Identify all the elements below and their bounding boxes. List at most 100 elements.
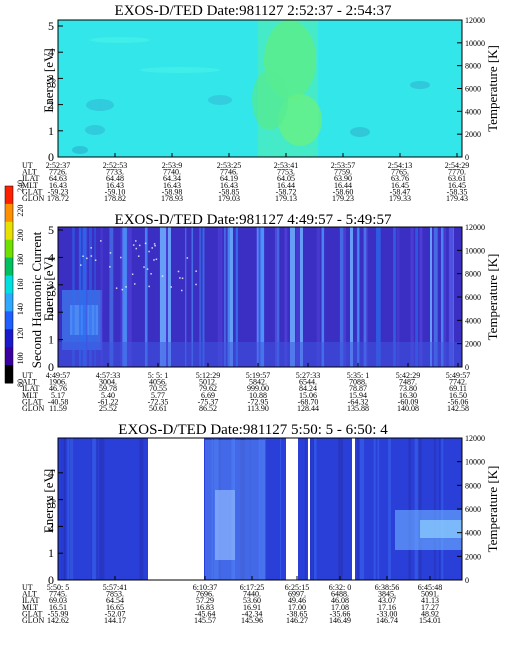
y-tick-label: 5 bbox=[48, 19, 54, 33]
spectrogram-dot bbox=[195, 283, 197, 286]
annotation-value: -59.10 bbox=[105, 187, 126, 196]
colorbar-segment bbox=[5, 186, 13, 205]
spectrogram-stripe bbox=[260, 227, 264, 367]
spectrogram-stripe bbox=[61, 438, 63, 580]
spectrogram-stripe bbox=[430, 227, 432, 367]
spectrogram-stripe bbox=[433, 227, 438, 367]
spectrogram-stripe bbox=[279, 438, 282, 580]
spectrogram-dot bbox=[100, 240, 102, 242]
spectrogram-stripe bbox=[376, 227, 381, 367]
annotation-value: 145.57 bbox=[194, 616, 216, 625]
spectrogram-stripe bbox=[448, 227, 454, 367]
colorbar-segment bbox=[5, 329, 13, 348]
spectrogram-stripe bbox=[82, 227, 87, 367]
annotation-value: -52.07 bbox=[105, 609, 126, 618]
spectrogram-dot bbox=[109, 266, 111, 268]
annotation-value: 7853. bbox=[106, 590, 124, 599]
colorbar-segment bbox=[5, 311, 13, 330]
y2-tick-label: 8000 bbox=[465, 270, 481, 279]
spectrogram-stripe bbox=[313, 438, 317, 580]
annotation-value: 146.27 bbox=[286, 616, 308, 625]
spectrogram-stripe bbox=[224, 227, 226, 367]
spectrogram-stripe bbox=[284, 227, 288, 367]
colorbar-segment bbox=[5, 293, 13, 312]
spectrogram-stripe bbox=[88, 227, 92, 367]
spectrogram-dot bbox=[115, 287, 118, 289]
spectrogram-stripe bbox=[295, 227, 301, 367]
spectrogram-dot bbox=[120, 256, 122, 259]
spectrogram-plot bbox=[58, 20, 462, 157]
y-tick-label: 5 bbox=[48, 223, 54, 237]
row-label: GLON bbox=[22, 404, 44, 413]
annotation-value: 2:52:37 bbox=[46, 161, 70, 170]
spectrogram-stripe bbox=[100, 227, 103, 367]
spectrogram-stripe bbox=[256, 227, 259, 367]
panel-title: EXOS-D/TED Date:981127 2:52:37 - 2:54:37 bbox=[115, 3, 392, 19]
annotation-value: 999.00 bbox=[247, 384, 269, 393]
spectrogram-dot bbox=[131, 273, 134, 276]
y2-tick-label: 6000 bbox=[465, 293, 481, 302]
spectrogram-dot bbox=[150, 273, 152, 275]
spectrogram-stripe bbox=[144, 227, 148, 367]
colorbar-tick-label: 80 bbox=[16, 379, 25, 387]
annotation-value: 64.19 bbox=[220, 174, 238, 183]
y2-tick-label: 0 bbox=[465, 576, 469, 585]
annotation-value: -61.22 bbox=[98, 397, 119, 406]
spectrogram-patch bbox=[252, 70, 288, 130]
y-tick-label: 3 bbox=[48, 278, 54, 292]
row-label: ILAT bbox=[22, 384, 39, 393]
spectrogram-stripe bbox=[364, 227, 369, 367]
row-label: GLAT bbox=[22, 187, 43, 196]
annotation-value: 69.11 bbox=[449, 384, 467, 393]
spectrogram-stripe bbox=[393, 227, 396, 367]
y2-tick-label: 8000 bbox=[465, 62, 481, 71]
annotation-value: 10.88 bbox=[249, 391, 267, 400]
annotation-value: -55.99 bbox=[48, 609, 69, 618]
annotation-value: 135.88 bbox=[347, 404, 369, 413]
y2-tick-label: 10000 bbox=[465, 39, 485, 48]
annotation-value: 7742. bbox=[449, 378, 467, 387]
y-axis-label: Energy [eV] bbox=[41, 469, 56, 533]
spectrogram-stripe bbox=[440, 227, 444, 367]
y2-tick-label: 10000 bbox=[465, 458, 485, 467]
y-tick-label: 4 bbox=[48, 250, 54, 264]
y2-axis-label: Temperature [K] bbox=[485, 466, 500, 553]
spectrogram-stripe bbox=[235, 227, 239, 367]
spectrogram-dot bbox=[180, 289, 183, 292]
spectrogram-dot bbox=[90, 255, 93, 257]
spectrogram-stripe bbox=[72, 227, 75, 367]
annotation-value: 16.43 bbox=[106, 181, 124, 190]
spectrogram-stripe bbox=[363, 227, 367, 367]
spectrogram-stripe bbox=[359, 438, 365, 580]
spectrogram-dot bbox=[94, 259, 97, 262]
spectrogram-stripe bbox=[203, 227, 205, 367]
annotation-value: 5:57:41 bbox=[103, 583, 127, 592]
annotation-value: 5:49:57 bbox=[446, 371, 470, 380]
colorbar-label: Second Harmonic Current bbox=[29, 231, 44, 368]
colorbar-tick-label: 200 bbox=[16, 229, 25, 241]
spectrogram-patch bbox=[208, 95, 232, 105]
data-gap bbox=[352, 438, 355, 580]
spectrogram-dot bbox=[137, 255, 140, 257]
y2-tick-label: 4000 bbox=[465, 107, 481, 116]
annotation-value: 140.08 bbox=[397, 404, 419, 413]
spectrogram-patch bbox=[215, 490, 235, 560]
annotation-value: 5012. bbox=[199, 378, 217, 387]
spectrogram-patch bbox=[410, 81, 430, 89]
spectrogram-dot bbox=[148, 250, 150, 253]
spectrogram-stripe bbox=[63, 438, 66, 580]
annotation-value: 17.16 bbox=[378, 603, 396, 612]
spectrogram-patch bbox=[420, 520, 462, 538]
row-label: MLT bbox=[22, 603, 38, 612]
y2-tick-label: 10000 bbox=[465, 246, 485, 255]
data-gap bbox=[286, 438, 298, 580]
row-label: MLT bbox=[22, 391, 38, 400]
annotation-value: 179.13 bbox=[275, 194, 297, 203]
annotation-value: 64.34 bbox=[163, 174, 181, 183]
spectrogram-stripe bbox=[350, 227, 353, 367]
annotation-value: 69.03 bbox=[49, 596, 67, 605]
annotation-value: 11.59 bbox=[49, 404, 67, 413]
spectrogram-stripe bbox=[191, 227, 194, 367]
annotation-value: 6544. bbox=[299, 378, 317, 387]
annotation-value: 2:53:9 bbox=[162, 161, 182, 170]
